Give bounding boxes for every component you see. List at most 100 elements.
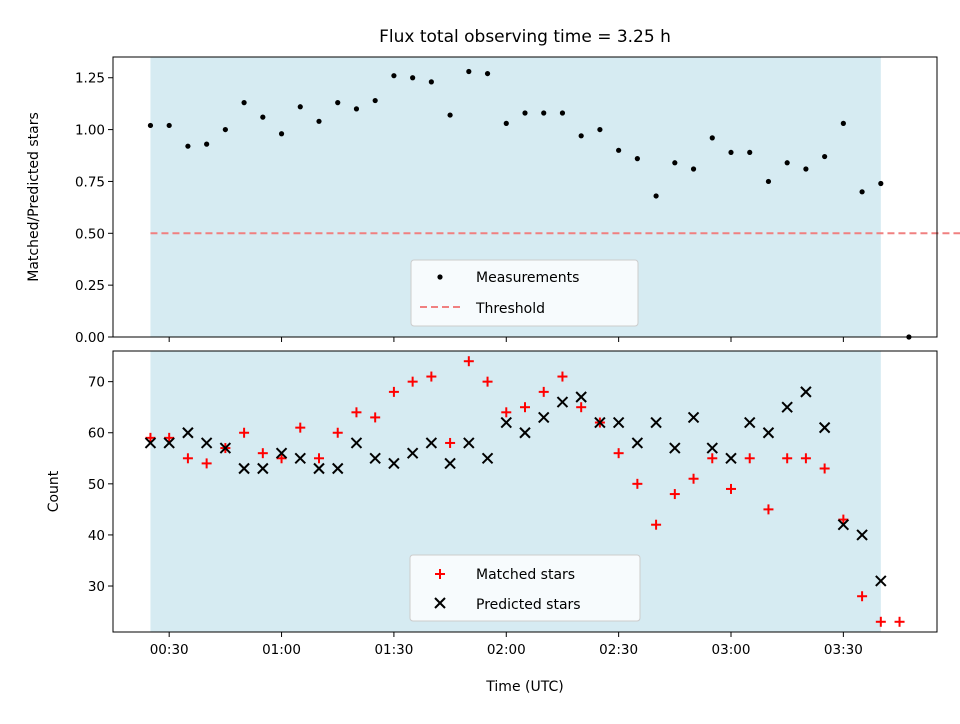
bottom-x-ticks: 00:30 01:00 01:30 02:00 02:30 03:00 03:30 xyxy=(150,632,863,658)
top-y-tick-label: 0.25 xyxy=(75,278,105,294)
measurement-point xyxy=(204,141,210,147)
measurement-point xyxy=(878,180,884,187)
measurement-point xyxy=(597,126,603,133)
bottom-y-tick-label: 40 xyxy=(88,528,105,544)
predicted-star-marker xyxy=(706,442,718,454)
measurement-point xyxy=(634,156,640,162)
top-y-tick-label: 0.75 xyxy=(75,174,105,190)
predicted-star-d2 xyxy=(650,416,662,429)
matched-star-marker xyxy=(538,386,549,397)
bottom-x-tick-label: 01:30 xyxy=(374,642,413,658)
measurement-point xyxy=(578,133,584,139)
measurement-point xyxy=(316,118,322,124)
top-y-ticks: 0.00 0.25 0.50 0.75 1.00 1.25 xyxy=(75,71,113,346)
predicted-star-d2 xyxy=(444,457,456,470)
top-axes-frame xyxy=(112,56,938,338)
predicted-star-d2 xyxy=(463,437,475,449)
matched-star-marker xyxy=(744,453,755,464)
predicted-star-d2 xyxy=(257,462,269,475)
predicted-star-d2 xyxy=(669,442,681,454)
legend-measurements-dot xyxy=(437,274,443,280)
matched-star-marker xyxy=(145,432,156,443)
matched-star-marker xyxy=(800,453,811,464)
predicted-star-marker xyxy=(163,437,175,449)
predicted-star-marker xyxy=(594,416,606,429)
x-axis-label: Time (UTC) xyxy=(485,679,563,695)
bottom-y-ticks: 30 40 50 60 70 xyxy=(88,375,113,595)
matched-star-marker xyxy=(164,432,175,443)
predicted-star-d2 xyxy=(706,442,718,454)
matched-star-marker xyxy=(295,422,306,433)
predicted-star-marker xyxy=(687,411,700,424)
top-y-tick-label: 0.50 xyxy=(75,226,105,242)
matched-star-marker xyxy=(463,356,474,367)
measurement-point xyxy=(559,110,566,116)
predicted-star-d2 xyxy=(556,396,569,408)
top-legend-box xyxy=(410,259,639,327)
matched-star-marker xyxy=(351,407,362,418)
predicted-star-marker xyxy=(762,427,775,439)
matched-star-marker xyxy=(819,463,830,474)
measurement-point xyxy=(541,110,547,116)
matched-star-marker xyxy=(182,453,193,464)
predicted-star-d2 xyxy=(332,462,344,475)
predicted-star-marker xyxy=(875,575,887,587)
matched-star-marker xyxy=(407,376,418,387)
matched-star-marker xyxy=(314,453,324,464)
matched-star-marker xyxy=(332,427,343,438)
predicted-star-marker xyxy=(332,462,344,475)
predicted-star-d2 xyxy=(687,411,700,424)
legend-matched-label: Matched stars xyxy=(476,567,575,583)
predicted-star-d2 xyxy=(875,575,887,587)
predicted-star-d2 xyxy=(837,519,850,531)
bottom-legend-box xyxy=(409,554,641,622)
predicted-star-d2 xyxy=(406,447,419,459)
predicted-star-d2 xyxy=(594,416,606,429)
predicted-star-d2 xyxy=(388,457,400,470)
bottom-y-tick-label: 60 xyxy=(88,426,105,442)
predicted-star-marker xyxy=(519,427,531,439)
measurement-point xyxy=(222,126,228,133)
predicted-star-marker xyxy=(650,416,662,429)
top-y-axis-label: Matched/Predicted stars xyxy=(26,112,42,282)
measurement-points xyxy=(147,68,912,340)
predicted-star-d2 xyxy=(219,442,232,454)
measurement-point xyxy=(840,120,846,126)
bottom-y-axis-label: Count xyxy=(46,470,62,512)
measurement-point xyxy=(278,131,285,137)
predicted-star-marker xyxy=(538,411,550,424)
matched-star-marker xyxy=(520,402,530,413)
measurement-point xyxy=(410,75,416,81)
top-y-tick-label: 1.25 xyxy=(75,71,105,87)
matched-star-marker xyxy=(726,483,736,494)
measurement-point xyxy=(765,178,772,185)
predicted-star-marker xyxy=(556,396,569,408)
measurement-point xyxy=(335,100,341,106)
measurement-point xyxy=(147,122,154,129)
top-y-tick-label: 0.00 xyxy=(75,330,105,346)
bottom-axes-frame xyxy=(112,350,938,633)
predicted-star-marker xyxy=(257,462,269,475)
matched-star-marker xyxy=(201,458,212,469)
predicted-star-marker xyxy=(388,457,400,470)
predicted-star-marker xyxy=(144,437,157,449)
measurement-point xyxy=(653,193,659,199)
predicted-star-marker xyxy=(200,437,213,449)
predicted-star-marker xyxy=(369,452,381,464)
measurement-point xyxy=(784,160,790,166)
predicted-star-d2 xyxy=(294,452,306,464)
top-legend: Measurements Threshold xyxy=(410,259,639,327)
bottom-x-tick-label: 02:30 xyxy=(599,642,638,658)
bottom-y-tick-label: 30 xyxy=(88,579,105,595)
predicted-star-marker xyxy=(275,447,288,459)
chart-title: Flux total observing time = 3.25 h xyxy=(379,27,671,47)
predicted-star-d2 xyxy=(612,416,625,429)
matched-star-marker xyxy=(482,376,493,387)
measurement-point xyxy=(822,153,828,160)
measurement-point xyxy=(353,106,360,112)
measurement-point xyxy=(260,114,266,120)
top-panel: 0.00 0.25 0.50 0.75 1.00 1.25 Flux total obse… xyxy=(26,27,960,346)
predicted-star-marker xyxy=(800,386,812,398)
matched-stars-points xyxy=(145,356,905,627)
